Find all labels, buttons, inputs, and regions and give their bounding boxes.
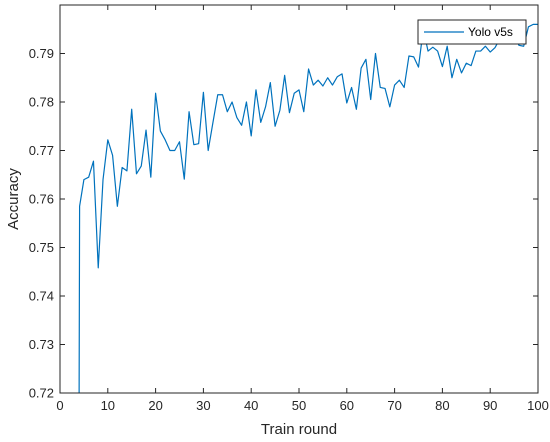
plot-frame <box>59 4 539 394</box>
x-tick-label: 0 <box>56 398 63 413</box>
legend-label: Yolo v5s <box>468 25 513 39</box>
x-tick-label: 50 <box>292 398 306 413</box>
x-tick-label: 10 <box>101 398 115 413</box>
series-line <box>78 23 538 394</box>
y-tick-label: 0.75 <box>29 240 54 255</box>
y-tick-label: 0.77 <box>29 143 54 158</box>
x-tick-label: 30 <box>196 398 210 413</box>
series-layer <box>78 23 538 394</box>
y-tick-label: 0.73 <box>29 337 54 352</box>
y-tick-label: 0.72 <box>29 386 54 401</box>
y-tick-label: 0.76 <box>29 192 54 207</box>
x-tick-label: 70 <box>387 398 401 413</box>
y-tick-label: 0.78 <box>29 95 54 110</box>
x-axis-title: Train round <box>261 421 337 438</box>
x-tick-label: 80 <box>435 398 449 413</box>
y-tick-label: 0.79 <box>29 46 54 61</box>
y-axis-title: Accuracy <box>5 168 22 230</box>
legend: Yolo v5s <box>417 19 527 45</box>
x-tick-label: 90 <box>483 398 497 413</box>
plot-area <box>60 5 538 393</box>
y-tick-label: 0.74 <box>29 289 54 304</box>
x-tick-label: 40 <box>244 398 258 413</box>
x-tick-label: 60 <box>340 398 354 413</box>
x-tick-label: 20 <box>148 398 162 413</box>
tick-labels: 0 10 20 30 40 50 60 70 80 90 100 0.72 0.73 0.74 0.75 0.… <box>29 46 549 413</box>
x-tick-label: 100 <box>527 398 549 413</box>
